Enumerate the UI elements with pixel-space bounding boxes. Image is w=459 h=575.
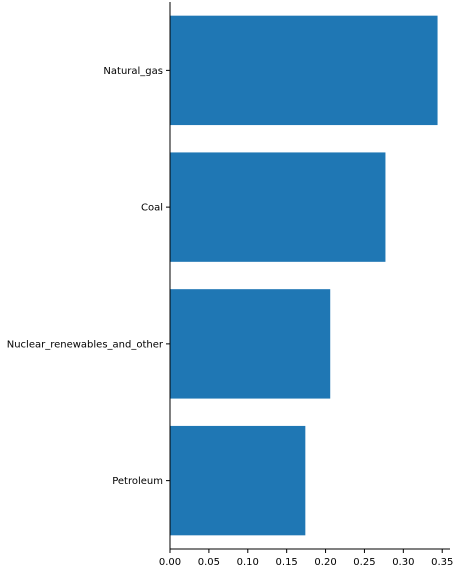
category-label: Nuclear_renewables_and_other (7, 339, 164, 350)
x-tick-label: 0.20 (314, 557, 336, 568)
bar-coal (170, 152, 386, 262)
category-label: Coal (141, 203, 163, 214)
x-tick-label: 0.35 (431, 557, 453, 568)
x-tick-label: 0.15 (276, 557, 298, 568)
x-tick-label: 0.30 (392, 557, 414, 568)
category-labels: Natural_gas Coal Nuclear_renewables_and_ot… (7, 66, 170, 487)
bar-natural-gas (170, 15, 438, 126)
x-tick-label: 0.10 (237, 557, 259, 568)
x-tick-label: 0.05 (198, 557, 220, 568)
x-tick-label: 0.25 (353, 557, 375, 568)
bar-nuclear-renewables-and-other (170, 289, 331, 399)
category-label: Natural_gas (103, 66, 163, 77)
bars-group (170, 15, 438, 536)
bar-petroleum (170, 425, 306, 536)
x-axis-ticks: 0.00 0.05 0.10 0.15 0.20 0.25 0.30 0.35 (159, 549, 453, 568)
category-label: Petroleum (112, 476, 163, 487)
x-tick-label: 0.00 (159, 557, 181, 568)
